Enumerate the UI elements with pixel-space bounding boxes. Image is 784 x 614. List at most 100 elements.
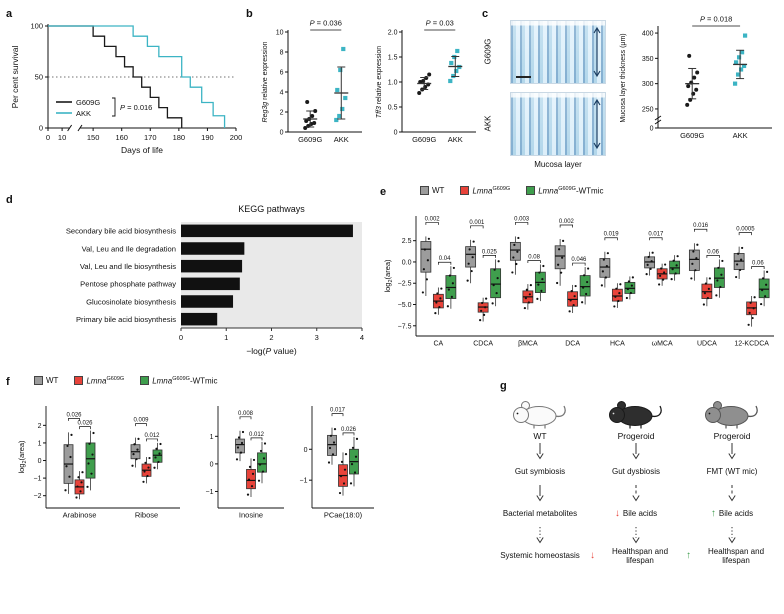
down-arrow-icon: ↓ bbox=[614, 508, 620, 520]
svg-text:Mucosa layer thickness (μm): Mucosa layer thickness (μm) bbox=[620, 33, 627, 122]
reg3g-dot-plot: 0 2 4 6 8 10 G609G AKK P = 0.036 Reg3g relative e… bbox=[262, 19, 362, 144]
wtmic-swatch bbox=[140, 376, 150, 386]
svg-text:350: 350 bbox=[642, 56, 654, 63]
svg-text:−1: −1 bbox=[300, 478, 308, 485]
svg-text:0: 0 bbox=[38, 458, 42, 465]
svg-text:50: 50 bbox=[35, 73, 43, 82]
svg-text:Ribose: Ribose bbox=[135, 511, 158, 520]
svg-text:Val, Leu and Ile degradation: Val, Leu and Ile degradation bbox=[82, 244, 176, 253]
svg-text:AKK: AKK bbox=[448, 135, 463, 144]
pathway-step: ↑ Healthspan and lifespan bbox=[686, 545, 778, 567]
svg-text:1.0: 1.0 bbox=[388, 80, 398, 87]
legend-label: LmnaG609G bbox=[472, 186, 511, 196]
svg-text:1: 1 bbox=[224, 333, 228, 342]
svg-text:160: 160 bbox=[115, 133, 128, 142]
wt-swatch bbox=[34, 376, 43, 386]
svg-text:P = 0.018: P = 0.018 bbox=[700, 15, 732, 24]
thickness-arrow-icon bbox=[593, 26, 601, 78]
svg-text:0.012: 0.012 bbox=[249, 432, 265, 438]
svg-text:0.06: 0.06 bbox=[752, 260, 764, 266]
panel-d: d KEGG pathways Secondary bile acid biosy… bbox=[6, 194, 378, 368]
svg-text:0.016: 0.016 bbox=[693, 223, 709, 229]
svg-text:0.0005: 0.0005 bbox=[736, 227, 755, 233]
svg-text:0.017: 0.017 bbox=[330, 408, 346, 414]
svg-text:180: 180 bbox=[173, 133, 186, 142]
svg-text:0.026: 0.026 bbox=[341, 427, 357, 433]
svg-text:−1: −1 bbox=[34, 476, 42, 483]
histology-label-akk: AKK bbox=[483, 115, 493, 132]
histology-label-g609g: G609G bbox=[483, 38, 493, 65]
svg-text:2: 2 bbox=[38, 423, 42, 430]
mouse-icon-gray bbox=[705, 401, 758, 429]
panel-label-c: c bbox=[482, 8, 489, 20]
svg-text:4: 4 bbox=[280, 90, 284, 97]
svg-text:Val, Leu and Ile biosynthesis: Val, Leu and Ile biosynthesis bbox=[80, 262, 176, 271]
histology-image-g609g bbox=[510, 20, 606, 84]
svg-text:P = 0.03: P = 0.03 bbox=[426, 19, 454, 28]
mucosa-caption: Mucosa layer bbox=[534, 160, 582, 169]
mouse-label: Progeroid bbox=[713, 431, 751, 441]
survival-chart: 0 50 100 0 10 150 160 170 180 190 200 G609G AKK P = 0… bbox=[10, 22, 242, 156]
svg-text:400: 400 bbox=[642, 31, 654, 38]
dashed-down-arrow-icon bbox=[728, 485, 736, 502]
svg-text:4: 4 bbox=[360, 333, 364, 342]
svg-text:0.003: 0.003 bbox=[514, 216, 530, 222]
panel-e: e WT LmnaG609G LmnaG609G-WTmic 2.5 0.0 −2.… bbox=[380, 186, 782, 376]
svg-text:PCae(18:0): PCae(18:0) bbox=[324, 511, 363, 520]
svg-text:−1: −1 bbox=[206, 489, 214, 496]
pcae-boxplot: 0 −1 0.017 0.026 PCae(18:0) bbox=[300, 406, 374, 520]
svg-text:0: 0 bbox=[179, 333, 183, 342]
mouse-label: WT bbox=[533, 431, 547, 441]
legend-item-lmna: LmnaG609G bbox=[74, 376, 124, 386]
dotted-down-arrow-icon bbox=[632, 527, 640, 544]
svg-text:0.026: 0.026 bbox=[66, 412, 82, 418]
panel-label-g: g bbox=[500, 380, 507, 392]
pathway-step-label: Healthspan and lifespan bbox=[707, 546, 765, 565]
mouse-icon-wt bbox=[513, 401, 566, 429]
svg-text:2.5: 2.5 bbox=[402, 238, 412, 245]
pathway-step: ↓ Bile acids bbox=[615, 503, 657, 525]
svg-text:−log(P value): −log(P value) bbox=[246, 346, 296, 356]
svg-text:250: 250 bbox=[642, 106, 654, 113]
svg-text:0.012: 0.012 bbox=[144, 433, 160, 439]
svg-text:0.002: 0.002 bbox=[425, 216, 441, 222]
panel-label-e: e bbox=[380, 186, 387, 198]
svg-text:−5.0: −5.0 bbox=[398, 302, 412, 309]
svg-text:0.06: 0.06 bbox=[707, 249, 719, 255]
svg-text:10: 10 bbox=[58, 133, 66, 142]
svg-text:8: 8 bbox=[280, 50, 284, 57]
svg-text:P = 0.016: P = 0.016 bbox=[120, 103, 152, 112]
svg-text:0: 0 bbox=[46, 133, 50, 142]
legend-label: WT bbox=[46, 376, 59, 386]
svg-text:DCA: DCA bbox=[565, 341, 580, 348]
down-arrow-icon: ↓ bbox=[590, 550, 595, 562]
svg-text:0.0: 0.0 bbox=[402, 259, 412, 266]
solid-down-arrow-icon bbox=[536, 485, 544, 502]
pathway-step: Bacterial metabolites bbox=[503, 503, 577, 525]
pathway-step: ↓ Healthspan and lifespan bbox=[590, 545, 682, 567]
svg-text:Pentose phosphate pathway: Pentose phosphate pathway bbox=[80, 280, 176, 289]
pathway-step-label: Healthspan and lifespan bbox=[611, 546, 669, 565]
svg-text:0.008: 0.008 bbox=[238, 411, 254, 417]
svg-text:100: 100 bbox=[30, 22, 43, 31]
legend-item-lmna-wtmic: LmnaG609G-WTmic bbox=[526, 186, 603, 196]
sugars-boxplot: 2 1 0 −1 −2 0.026 0.026 Arabinose 0.009 0.012 Ribo… bbox=[17, 406, 180, 520]
svg-text:0: 0 bbox=[280, 130, 284, 137]
svg-text:0.5: 0.5 bbox=[388, 105, 398, 112]
pathway-step-label: Systemic homeostasis bbox=[500, 551, 580, 561]
svg-text:log2(area): log2(area) bbox=[383, 259, 394, 293]
svg-text:Secondary bile acid biosynthes: Secondary bile acid biosynthesis bbox=[66, 227, 176, 236]
svg-text:Inosine: Inosine bbox=[239, 511, 263, 520]
svg-text:0: 0 bbox=[39, 124, 43, 133]
svg-text:0.002: 0.002 bbox=[559, 219, 575, 225]
legend-item-wt: WT bbox=[34, 376, 59, 386]
svg-text:2: 2 bbox=[280, 110, 284, 117]
panel-label-f: f bbox=[6, 376, 10, 388]
svg-text:0.04: 0.04 bbox=[439, 256, 451, 262]
svg-text:0.017: 0.017 bbox=[648, 232, 664, 238]
up-arrow-icon: ↑ bbox=[710, 508, 716, 520]
panel-b: b 0 2 4 6 8 10 G609G AKK P = 0.036 Reg3g relative… bbox=[246, 8, 482, 180]
panel-c: c G609G AKK Mucosa layer 0 250 300 350 400 G6… bbox=[482, 8, 782, 180]
svg-text:1: 1 bbox=[38, 440, 42, 447]
pathway-step: Gut symbiosis bbox=[515, 461, 565, 483]
